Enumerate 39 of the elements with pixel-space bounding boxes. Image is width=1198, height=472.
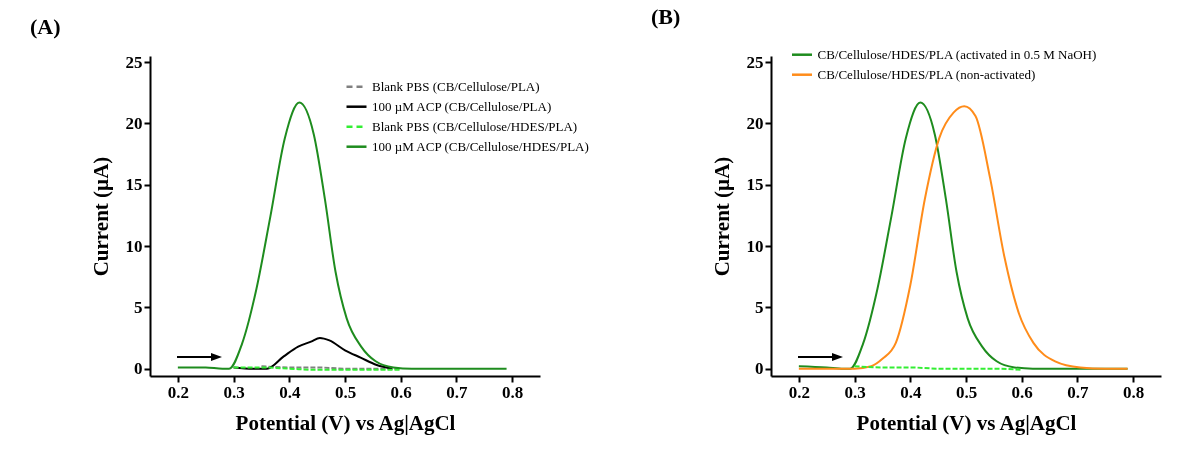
x-tick-label: 0.7 — [446, 382, 469, 402]
y-tick-label: 0 — [755, 359, 764, 379]
y-tick-label: 15 — [125, 175, 143, 195]
x-tick-label: 0.4 — [900, 382, 922, 402]
x-tick-label: 0.7 — [1067, 382, 1090, 402]
y-tick-label: 5 — [134, 297, 143, 317]
x-tick-label: 0.8 — [502, 382, 524, 402]
x-tick-label: 0.2 — [788, 382, 810, 402]
y-tick-label: 0 — [134, 359, 143, 379]
legend-label: Blank PBS (CB/Cellulose/PLA) — [372, 78, 540, 94]
x-tick-label: 0.5 — [334, 382, 357, 402]
line-series — [232, 336, 394, 370]
y-axis-title: Current (µA) — [709, 156, 734, 277]
y-tick-label: 20 — [125, 113, 143, 133]
legend-label: CB/Cellulose/HDES/PLA (activated in 0.5 M NaOH) — [817, 46, 1097, 62]
x-axis-title: Potential (V) vs Ag|AgCl — [856, 410, 1077, 435]
legend-label: CB/Cellulose/HDES/PLA (non-activated) — [817, 66, 1036, 82]
legend-label: 100 µM ACP (CB/Cellulose/HDES/PLA) — [372, 138, 589, 154]
x-tick-label: 0.4 — [279, 382, 301, 402]
x-tick-label: 0.8 — [1123, 382, 1145, 402]
x-tick-label: 0.6 — [1011, 382, 1033, 402]
y-axis-title: Current (µA) — [88, 156, 113, 277]
y-tick-label: 10 — [125, 236, 143, 256]
x-tick-label: 0.6 — [390, 382, 412, 402]
x-axis-title: Potential (V) vs Ag|AgCl — [235, 410, 456, 435]
legend-label: Blank PBS (CB/Cellulose/HDES/PLA) — [372, 118, 578, 134]
x-tick-label: 0.2 — [167, 382, 189, 402]
chart-title: (A) — [30, 14, 61, 40]
y-tick-label: 10 — [746, 236, 764, 256]
y-tick-label: 20 — [746, 113, 764, 133]
y-tick-label: 5 — [755, 297, 764, 317]
legend-label: 100 µM ACP (CB/Cellulose/PLA) — [372, 98, 552, 114]
x-tick-label: 0.3 — [223, 382, 245, 402]
y-tick-label: 25 — [125, 52, 143, 72]
y-tick-label: 15 — [746, 175, 764, 195]
x-tick-label: 0.5 — [955, 382, 978, 402]
x-tick-label: 0.3 — [844, 382, 866, 402]
chart-title: (B) — [651, 4, 681, 30]
y-tick-label: 25 — [746, 52, 764, 72]
